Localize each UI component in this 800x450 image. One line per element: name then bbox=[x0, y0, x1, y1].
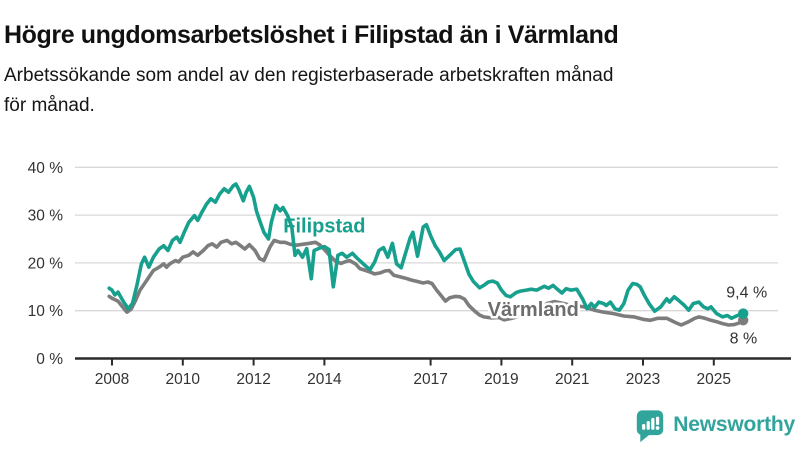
chart-subtitle: Arbetssökande som andel av den registerb… bbox=[4, 61, 774, 121]
chart-subtitle-line-1: Arbetssökande som andel av den registerb… bbox=[4, 65, 614, 86]
x-axis-tick-label: 2025 bbox=[697, 371, 731, 388]
series-line-filipstad bbox=[107, 182, 746, 321]
y-axis-tick-label: 10 % bbox=[28, 303, 64, 320]
y-axis-tick-label: 40 % bbox=[28, 160, 64, 177]
x-axis-tick-label: 2014 bbox=[307, 371, 342, 388]
x-axis-tick-label: 2008 bbox=[95, 371, 129, 388]
newsworthy-logo[interactable]: Newsworthy bbox=[634, 406, 795, 443]
series-label-värmland: Värmland bbox=[488, 299, 579, 321]
series-end-dot-filipstad bbox=[737, 308, 749, 319]
series-end-value-värmland: 8 % bbox=[730, 330, 758, 347]
x-axis-tick-label: 2012 bbox=[236, 371, 270, 388]
y-axis-tick-label: 30 % bbox=[28, 208, 64, 225]
x-axis-tick-label: 2019 bbox=[484, 371, 518, 388]
series-label-filipstad: Filipstad bbox=[283, 216, 365, 238]
series-line-värmland bbox=[107, 238, 746, 327]
y-axis-tick-label: 0 % bbox=[36, 351, 63, 368]
chart-title: Högre ungdomsarbetslöshet i Filipstad än… bbox=[4, 20, 619, 49]
series-end-value-filipstad: 9,4 % bbox=[726, 285, 767, 302]
x-axis-tick-label: 2023 bbox=[626, 371, 660, 388]
chart-subtitle-line-2: för månad. bbox=[4, 95, 95, 116]
x-axis-tick-label: 2017 bbox=[413, 371, 447, 388]
newsworthy-brand-text: Newsworthy bbox=[673, 412, 795, 436]
x-axis-tick-label: 2021 bbox=[555, 371, 589, 388]
newsworthy-speech-bubble-bar-chart-icon bbox=[637, 410, 664, 443]
x-axis-tick-label: 2010 bbox=[166, 371, 201, 388]
y-axis-tick-label: 20 % bbox=[28, 255, 64, 272]
